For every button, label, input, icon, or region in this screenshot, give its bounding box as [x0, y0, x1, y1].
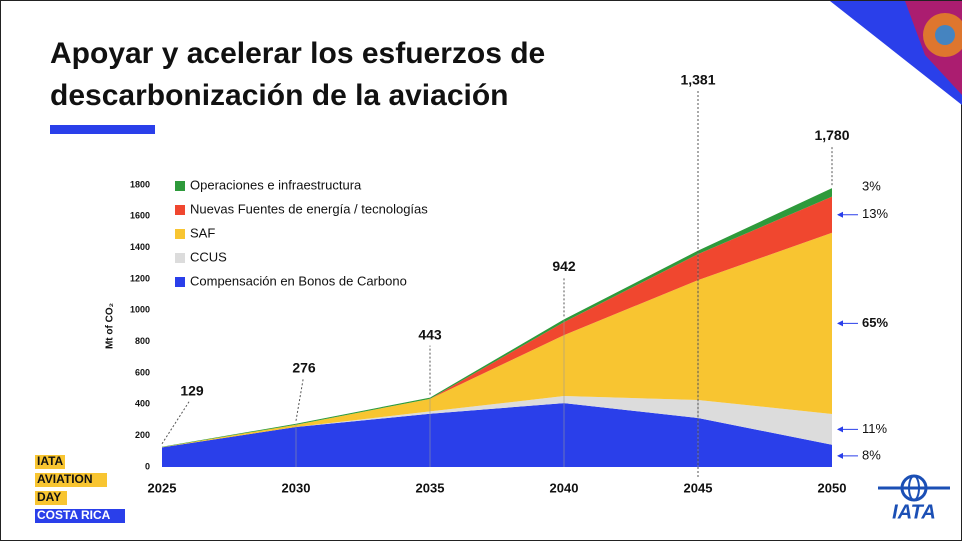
x-tick-label: 2040: [550, 480, 579, 495]
end-arrow-head: [837, 452, 843, 459]
total-leader: [295, 378, 304, 421]
end-label: 11%: [862, 421, 887, 436]
legend-swatch: [175, 181, 185, 191]
badge-bg: [35, 491, 67, 505]
area: [162, 403, 832, 467]
x-tick-label: 2050: [818, 480, 847, 495]
y-tick-label: 1000: [130, 305, 150, 315]
y-tick-label: 200: [135, 430, 150, 440]
y-tick-label: 400: [135, 399, 150, 409]
total-label: 443: [418, 326, 442, 342]
badge-text: IATA: [37, 454, 64, 468]
end-label: 3%: [862, 179, 881, 194]
end-arrow-head: [837, 426, 843, 433]
area: [162, 232, 832, 448]
x-tick-label: 2045: [684, 480, 713, 495]
total-label: 942: [552, 258, 576, 274]
logo-text: IATA: [892, 501, 936, 523]
end-arrow-head: [837, 320, 843, 327]
badge-text: AVIATION: [37, 472, 93, 486]
total-label: 1,381: [680, 71, 715, 87]
y-tick-label: 1800: [130, 179, 150, 189]
end-arrow-head: [837, 211, 843, 218]
y-tick-label: 600: [135, 367, 150, 377]
legend-label: SAF: [190, 225, 215, 240]
legend-swatch: [175, 253, 185, 263]
x-tick-label: 2025: [148, 480, 177, 495]
end-label: 13%: [862, 206, 888, 221]
end-label: 8%: [862, 447, 881, 462]
y-axis-label: Mt of CO₂: [105, 303, 116, 349]
total-label: 276: [292, 359, 316, 375]
y-tick-label: 1200: [130, 273, 150, 283]
badge-text: DAY: [37, 490, 61, 504]
area: [162, 396, 832, 448]
y-tick-label: 1400: [130, 242, 150, 252]
badge-text: COSTA RICA: [37, 508, 111, 522]
badge-bg: [35, 473, 107, 487]
logo-globe: [908, 475, 920, 501]
legend-label: Operaciones e infraestructura: [190, 177, 362, 192]
legend-swatch: [175, 205, 185, 215]
slide-title: descarbonización de la aviación: [50, 79, 509, 112]
badge-bg: [35, 455, 65, 469]
legend-label: Nuevas Fuentes de energía / tecnologías: [190, 201, 428, 216]
legend-swatch: [175, 229, 185, 239]
y-tick-label: 800: [135, 336, 150, 346]
end-label: 65%: [862, 315, 888, 330]
title-underline: [50, 125, 155, 134]
iata-logo: IATA: [878, 474, 950, 523]
y-tick-label: 1600: [130, 211, 150, 221]
legend-label: CCUS: [190, 249, 227, 264]
legend-label: Compensación en Bonos de Carbono: [190, 273, 407, 288]
x-tick-label: 2035: [416, 480, 445, 495]
legend-swatch: [175, 277, 185, 287]
corner-pattern: [935, 25, 955, 45]
y-tick-label: 0: [145, 461, 150, 471]
total-leader: [161, 401, 190, 445]
slide-title: Apoyar y acelerar los esfuerzos de: [50, 37, 545, 70]
total-label: 1,780: [814, 127, 849, 143]
total-label: 129: [180, 382, 204, 398]
x-tick-label: 2030: [282, 480, 311, 495]
badge-bg: [35, 509, 125, 523]
